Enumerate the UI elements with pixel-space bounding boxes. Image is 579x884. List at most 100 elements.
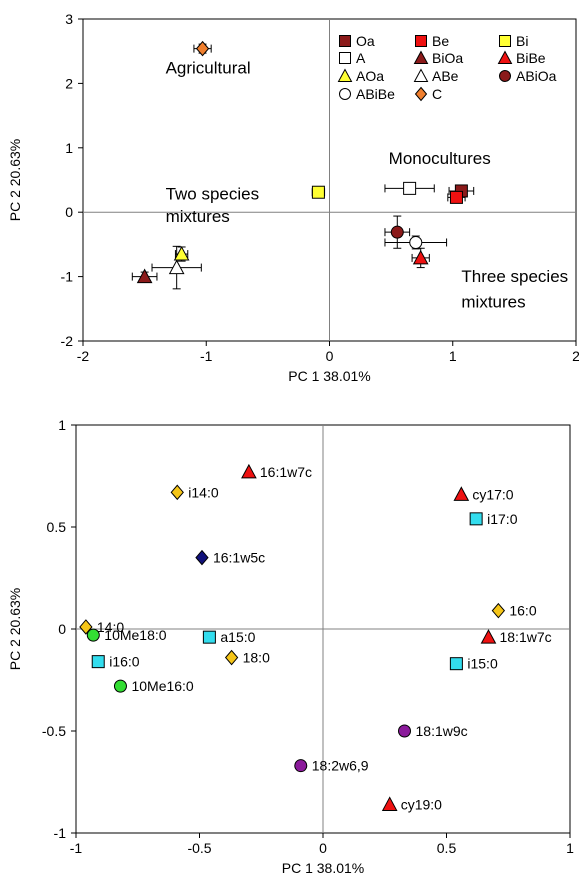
data-point <box>491 602 506 619</box>
legend-marker <box>337 68 353 82</box>
x-tick-label: -2 <box>77 348 90 364</box>
y-axis-label: PC 2 20.63% <box>7 139 23 222</box>
data-point-bibe <box>412 249 429 265</box>
data-label: 18:2w6,9 <box>312 758 369 774</box>
legend-item: Bi <box>499 33 528 49</box>
legend-item: Be <box>415 33 449 49</box>
data-point <box>195 549 209 566</box>
x-tick-label: 2 <box>572 348 579 364</box>
data-point <box>294 759 308 773</box>
legend-item: C <box>414 86 442 102</box>
annotation-text: mixtures <box>166 207 230 226</box>
data-label: 16:1w7c <box>260 464 312 480</box>
y-tick-label: -1 <box>61 269 74 285</box>
data-label: 16:0 <box>509 603 536 619</box>
legend-label: Be <box>432 33 449 49</box>
legend-marker <box>415 35 427 47</box>
legend-label: Bi <box>516 33 528 49</box>
y-tick-label: 1 <box>58 417 66 433</box>
data-label: a15:0 <box>220 629 255 645</box>
data-point <box>202 630 216 644</box>
data-point-be <box>449 190 463 204</box>
y-tick-label: -2 <box>61 333 74 349</box>
legend-item: ABe <box>413 68 459 84</box>
data-point-c <box>195 40 210 57</box>
data-label: cy19:0 <box>401 796 442 812</box>
legend-marker <box>339 52 351 64</box>
legend-item: Oa <box>339 33 375 49</box>
data-point <box>453 486 470 501</box>
data-point <box>86 628 100 642</box>
legend-item: BiOa <box>413 50 463 66</box>
x-tick-label: -1 <box>70 840 83 856</box>
legend-label: Oa <box>356 33 375 49</box>
x-tick-label: 0 <box>319 840 327 856</box>
y-tick-label: 1 <box>65 140 73 156</box>
chart-loading-plot: -1 -0.5 0 0.5 1 -1 -0.5 0 0.5 1 PC 1 38.01% PC 2 20… <box>7 417 574 876</box>
legend-label: ABiBe <box>356 86 395 102</box>
legend-marker <box>499 35 511 47</box>
legend-marker <box>339 35 351 47</box>
data-label: cy17:0 <box>472 486 513 502</box>
data-point <box>224 649 239 666</box>
y-axis-label: PC 2 20.63% <box>7 588 23 671</box>
data-point-abe <box>168 259 185 275</box>
x-axis-label: PC 1 38.01% <box>282 860 365 876</box>
legend-label: AOa <box>356 68 384 84</box>
data-point-a <box>403 181 417 195</box>
data-point <box>113 679 127 693</box>
data-label: i15:0 <box>467 656 498 672</box>
data-label: 14:0 <box>97 619 124 635</box>
annotation-text: Monocultures <box>389 149 491 168</box>
y-tick-label: 2 <box>65 75 73 91</box>
legend-label: BiOa <box>432 50 463 66</box>
legend-marker <box>414 86 428 102</box>
data-point-bioa <box>136 268 153 284</box>
legend-marker <box>413 50 429 64</box>
y-tick-label: 0 <box>65 204 73 220</box>
data-point <box>241 463 257 479</box>
x-tick-label: 1 <box>566 840 574 856</box>
y-tick-label: -1 <box>54 825 67 841</box>
legend-label: ABe <box>432 68 459 84</box>
legend-marker <box>499 70 511 82</box>
annotation-text: Three species <box>461 267 568 286</box>
annotation-text: mixtures <box>461 293 525 312</box>
x-tick-label: -0.5 <box>187 840 211 856</box>
data-label: i17:0 <box>487 511 518 527</box>
data-point-bi <box>311 185 325 199</box>
x-tick-label: -1 <box>200 348 213 364</box>
y-tick-label: 0.5 <box>47 519 67 535</box>
data-point-abibe <box>409 235 423 249</box>
annotation-text: Two species <box>166 184 260 203</box>
x-tick-label: 0.5 <box>437 840 457 856</box>
x-tick-label: 0 <box>326 348 334 364</box>
legend-item: AOa <box>337 68 384 84</box>
x-axis-label: PC 1 38.01% <box>288 368 371 384</box>
legend-label: A <box>356 50 366 66</box>
legend-marker <box>339 88 351 100</box>
data-point <box>91 655 105 669</box>
data-point <box>170 484 184 501</box>
chart-score-plot: -2 -1 0 1 2 -2 -1 0 1 2 3 PC 1 38.01% PC 2 20.63% Agr… <box>7 11 579 384</box>
legend-marker <box>497 50 513 64</box>
y-tick-label: -0.5 <box>42 723 66 739</box>
legend-label: C <box>432 86 442 102</box>
data-label: 18:0 <box>243 650 270 666</box>
data-label: i16:0 <box>109 654 140 670</box>
legend-item: ABiOa <box>499 68 557 84</box>
data-point <box>480 629 497 644</box>
data-point <box>449 657 463 671</box>
data-point-aoa <box>173 246 190 261</box>
data-label: i14:0 <box>188 484 219 500</box>
data-point <box>381 796 398 811</box>
data-label: 10Me18:0 <box>104 627 166 643</box>
legend-item: A <box>339 50 366 66</box>
annotation-text: Agricultural <box>166 59 251 78</box>
data-label: 18:1w7c <box>499 629 551 645</box>
legend-item: ABiBe <box>339 86 395 102</box>
legend-marker <box>413 68 429 82</box>
legend-item: BiBe <box>497 50 546 66</box>
